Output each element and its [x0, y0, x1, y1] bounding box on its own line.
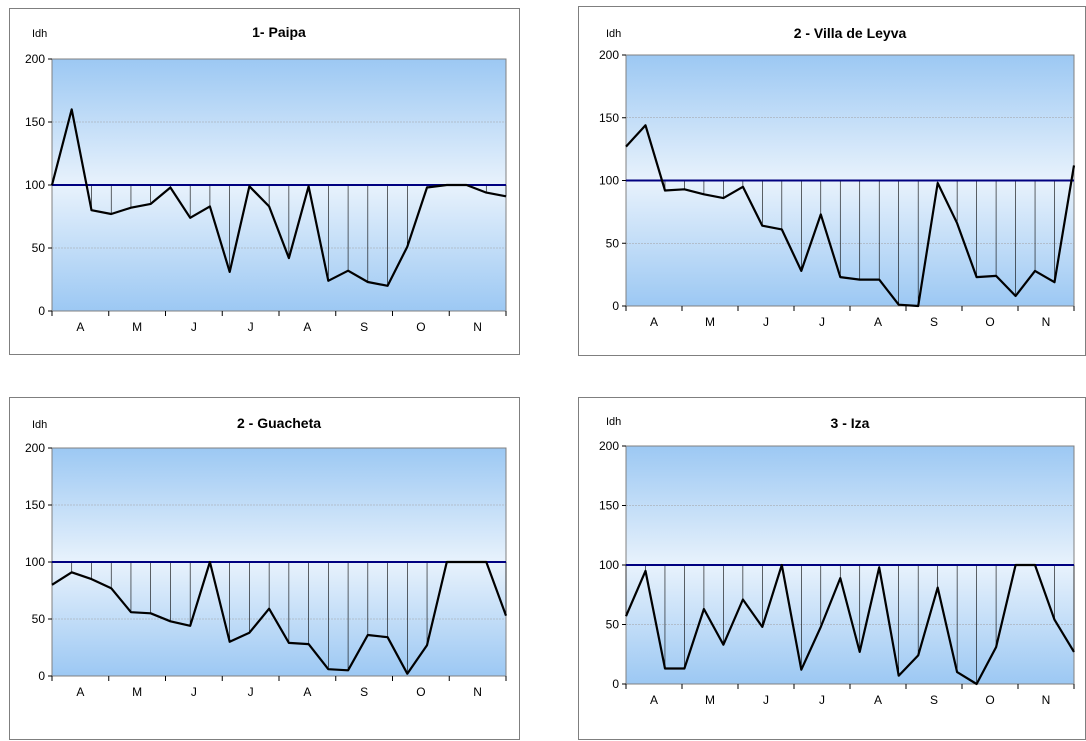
y-tick-label: 50: [32, 612, 46, 626]
x-tick-label: A: [303, 320, 311, 334]
series-line: [51, 560, 508, 675]
chart-svg-guacheta: 0 50 100 150 200 A M J J A S O N Idh 2 - Guacheta: [25, 415, 508, 699]
x-tick-label: A: [650, 315, 658, 329]
x-tick-label: J: [763, 693, 769, 707]
y-tick-label: 0: [612, 677, 619, 691]
y-tick-label: 150: [599, 499, 619, 513]
x-tick-label: J: [191, 320, 197, 334]
y-tick-label: 200: [599, 48, 619, 62]
y-tick-label: 0: [38, 669, 45, 683]
x-tick-label: M: [132, 320, 142, 334]
y-tick-label: 0: [612, 299, 619, 313]
x-tick-label: O: [985, 315, 994, 329]
chart-title: 1- Paipa: [252, 24, 306, 40]
x-tick-label: A: [874, 315, 882, 329]
y-tick-label: 100: [25, 178, 45, 192]
y-tick-label: 200: [25, 441, 45, 455]
x-tick-label: O: [985, 693, 994, 707]
x-tick-label: J: [819, 693, 825, 707]
chart-panel-guacheta: 0 50 100 150 200 A M J J A S O N Idh 2 - Guacheta: [9, 397, 520, 740]
x-tick-label: N: [1042, 693, 1051, 707]
x-tick-label: J: [248, 320, 254, 334]
y-tick-label: 100: [25, 555, 45, 569]
x-tick-label: J: [763, 315, 769, 329]
x-tick-label: S: [930, 693, 938, 707]
chart-title: 3 - Iza: [831, 415, 870, 431]
x-tick-label: A: [874, 693, 882, 707]
x-tick-label: M: [705, 315, 715, 329]
chart-panel-iza: 0 50 100 150 200 A M J J A S O N Idh 3 - Iza: [578, 397, 1086, 740]
series-line: [625, 124, 1076, 308]
series-line: [624, 563, 1075, 686]
x-tick-label: J: [819, 315, 825, 329]
x-tick-label: A: [76, 685, 84, 699]
x-tick-label: N: [1042, 315, 1051, 329]
x-tick-label: M: [705, 693, 715, 707]
y-tick-label: 50: [606, 618, 620, 632]
chart-svg-villa-de-leyva: 0 50 100 150 200 A M J J A S O N Idh 2 - Villa de Leyv…: [599, 25, 1076, 329]
y-tick-label: 150: [599, 111, 619, 125]
y-tick-label: 50: [32, 241, 46, 255]
x-tick-label: N: [473, 320, 482, 334]
x-tick-label: N: [473, 685, 482, 699]
x-tick-label: J: [248, 685, 254, 699]
x-tick-label: S: [360, 320, 368, 334]
x-tick-label: J: [191, 685, 197, 699]
y-axis-label: Idh: [32, 419, 47, 431]
x-tick-label: A: [76, 320, 84, 334]
y-tick-label: 150: [25, 115, 45, 129]
y-tick-label: 100: [599, 174, 619, 188]
chart-svg-iza: 0 50 100 150 200 A M J J A S O N Idh 3 - Iza: [599, 415, 1075, 707]
y-tick-label: 100: [599, 558, 619, 572]
x-tick-label: O: [416, 320, 425, 334]
y-tick-label: 150: [25, 498, 45, 512]
x-tick-label: S: [930, 315, 938, 329]
y-axis-label: Idh: [606, 28, 621, 40]
chart-svg-paipa: 0 50 100 150 200 A M J J A S O N Idh 1- Paipa: [25, 24, 507, 334]
x-tick-label: M: [132, 685, 142, 699]
chart-title: 2 - Guacheta: [237, 415, 321, 431]
y-axis-label: Idh: [32, 28, 47, 40]
x-tick-label: O: [416, 685, 425, 699]
x-tick-label: A: [303, 685, 311, 699]
y-tick-label: 200: [599, 439, 619, 453]
chart-panel-villa-de-leyva: 0 50 100 150 200 A M J J A S O N Idh 2 - Villa de Leyv…: [578, 6, 1086, 356]
series-line: [50, 108, 507, 287]
x-tick-label: A: [650, 693, 658, 707]
y-tick-label: 0: [38, 304, 45, 318]
y-tick-label: 50: [606, 236, 620, 250]
x-tick-label: S: [360, 685, 368, 699]
y-tick-label: 200: [25, 52, 45, 66]
chart-panel-paipa: 0 50 100 150 200 A M J J A S O N Idh 1- Paipa: [9, 8, 520, 355]
chart-title: 2 - Villa de Leyva: [794, 25, 907, 41]
y-axis-label: Idh: [606, 416, 621, 428]
